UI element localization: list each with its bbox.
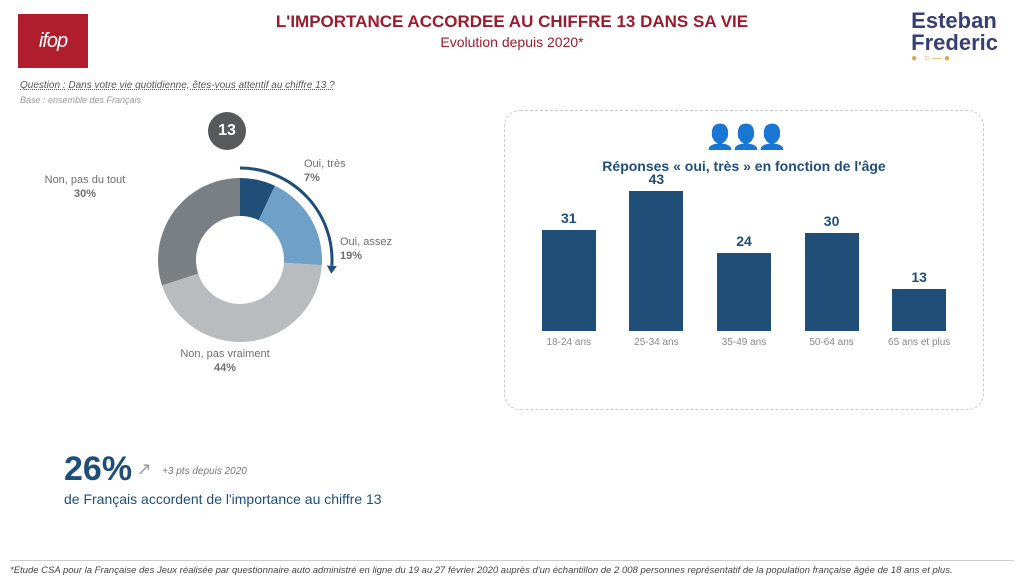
- logo-ifop: ifop: [18, 14, 88, 68]
- trend-arrow-icon: ↗: [137, 459, 152, 479]
- logo-esteban-frederic: Esteban Frederic ● ○—●: [911, 10, 998, 64]
- bar-category: 65 ans et plus: [888, 337, 950, 348]
- logo-right-dots: ● ○—●: [911, 54, 998, 64]
- donut-arrowhead: [327, 265, 337, 273]
- donut-label-1: Oui, assez19%: [340, 236, 430, 264]
- bar-category: 50-64 ans: [809, 337, 853, 348]
- question-text: Dans votre vie quotidienne, êtes-vous at…: [68, 80, 334, 91]
- bar-rect: [892, 289, 946, 331]
- bar-value: 30: [824, 213, 840, 229]
- donut-label-3: Non, pas du tout30%: [40, 174, 130, 202]
- logo-right-line2: Frederic: [911, 32, 998, 54]
- donut-segment-3: [158, 178, 240, 285]
- header: ifop L'IMPORTANCE ACCORDEE AU CHIFFRE 13…: [0, 0, 1024, 70]
- bar-col-4: 13 65 ans et plus: [880, 269, 958, 348]
- footnote: *Etude CSA pour la Française des Jeux ré…: [10, 560, 1014, 576]
- bar-col-0: 31 18-24 ans: [530, 210, 608, 348]
- bar-rect: [717, 253, 771, 331]
- callout-stat: 26% ↗ +3 pts depuis 2020 de Français acc…: [64, 450, 382, 507]
- bar-rect: [805, 233, 859, 331]
- bar-col-2: 24 35-49 ans: [705, 233, 783, 348]
- bar-col-3: 30 50-64 ans: [793, 213, 871, 348]
- bar-chart: 3118-24 ans4325-34 ans2435-49 ans3050-64…: [525, 188, 963, 348]
- question-block: Question : Dans votre vie quotidienne, ê…: [20, 80, 335, 105]
- bar-category: 18-24 ans: [547, 337, 591, 348]
- bar-value: 43: [649, 171, 665, 187]
- donut-label-0: Oui, très7%: [304, 158, 394, 186]
- badge-13: 13: [208, 112, 246, 150]
- bar-rect: [629, 191, 683, 331]
- family-icon: 👤👤👤: [525, 123, 963, 152]
- question-label: Question :: [20, 80, 66, 91]
- bar-chart-title: Réponses « oui, très » en fonction de l'…: [525, 158, 963, 174]
- bar-value: 13: [911, 269, 927, 285]
- title-block: L'IMPORTANCE ACCORDEE AU CHIFFRE 13 DANS…: [0, 0, 1024, 50]
- question-base: Base : ensemble des Français: [20, 95, 335, 105]
- bar-col-1: 43 25-34 ans: [617, 171, 695, 348]
- page-subtitle: Evolution depuis 2020*: [0, 34, 1024, 50]
- bar-category: 25-34 ans: [634, 337, 678, 348]
- bar-value: 24: [736, 233, 752, 249]
- bar-category: 35-49 ans: [722, 337, 766, 348]
- bar-value: 31: [561, 210, 577, 226]
- bar-rect: [542, 230, 596, 331]
- callout-percentage: 26%: [64, 450, 132, 489]
- donut-chart: Oui, très7% Oui, assez19% Non, pas vraimen…: [40, 150, 440, 430]
- age-breakdown-panel: 👤👤👤 Réponses « oui, très » en fonction d…: [504, 110, 984, 410]
- callout-line2: de Français accordent de l'importance au…: [64, 491, 382, 507]
- donut-svg: [140, 160, 340, 360]
- callout-trend: +3 pts depuis 2020: [162, 466, 247, 477]
- donut-label-2: Non, pas vraiment44%: [180, 348, 270, 376]
- logo-right-line1: Esteban: [911, 10, 998, 32]
- page-title: L'IMPORTANCE ACCORDEE AU CHIFFRE 13 DANS…: [0, 12, 1024, 32]
